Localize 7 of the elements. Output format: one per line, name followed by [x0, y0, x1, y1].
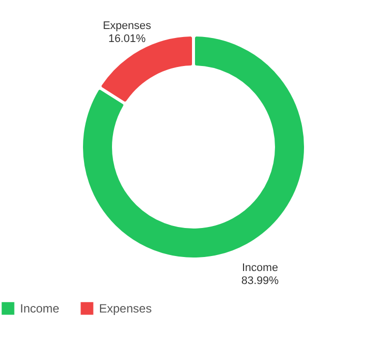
- data-label: 16.01%: [108, 33, 146, 46]
- legend-label: Income: [20, 301, 60, 316]
- slice-label: Expenses: [102, 20, 152, 32]
- legend-label: Expenses: [99, 301, 152, 316]
- slice-label: Income: [242, 262, 278, 274]
- data-label: 83.99%: [241, 274, 279, 287]
- donut-slice: [80, 34, 307, 260]
